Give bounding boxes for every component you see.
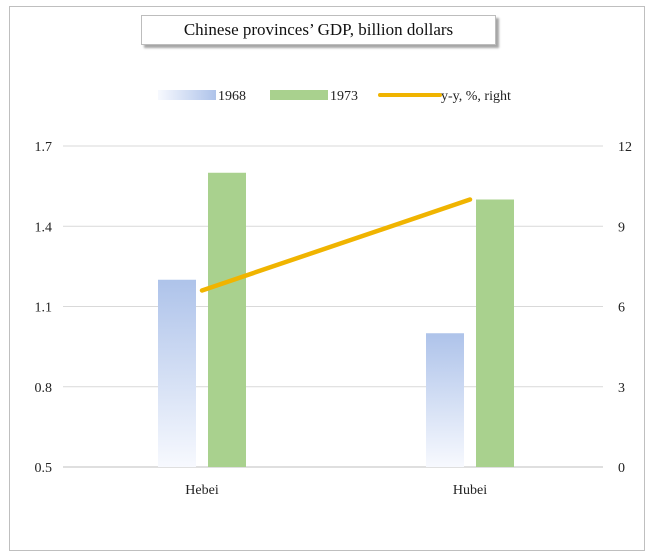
left-tick-label: 1.1	[35, 301, 53, 316]
right-tick-label: 12	[618, 140, 632, 155]
category-label: Hubei	[453, 483, 487, 498]
left-tick-label: 0.8	[35, 381, 53, 396]
line-series	[199, 197, 473, 293]
bar-1973-Hubei	[476, 199, 514, 467]
bars	[158, 172, 514, 467]
left-tick-label: 1.4	[35, 220, 53, 235]
bar-1973-Hebei	[208, 172, 246, 467]
legend-swatch	[158, 90, 216, 100]
legend-label: 1968	[218, 89, 246, 104]
left-tick-label: 1.7	[35, 140, 53, 155]
right-tick-label: 9	[618, 220, 625, 235]
bar-1968-Hebei	[158, 279, 196, 467]
category-label: Hebei	[185, 483, 219, 498]
gridlines	[63, 145, 603, 468]
right-tick-label: 0	[618, 461, 625, 476]
bar-1968-Hubei	[426, 333, 464, 467]
legend-label: 1973	[330, 89, 358, 104]
legend-swatch	[270, 90, 328, 100]
right-tick-label: 3	[618, 381, 625, 396]
tick-labels: 0.5 0 0.8 3 1.1 6 1.4 9 1.7 12 Hebei Hubei	[35, 140, 633, 498]
right-tick-label: 6	[618, 301, 625, 316]
legend: 1968 1973 y-y, %, right	[158, 89, 511, 104]
line-y-y	[199, 197, 473, 293]
legend-label: y-y, %, right	[441, 89, 511, 104]
left-tick-label: 0.5	[35, 461, 53, 476]
chart-title: Chinese provinces’ GDP, billion dollars	[141, 15, 496, 45]
